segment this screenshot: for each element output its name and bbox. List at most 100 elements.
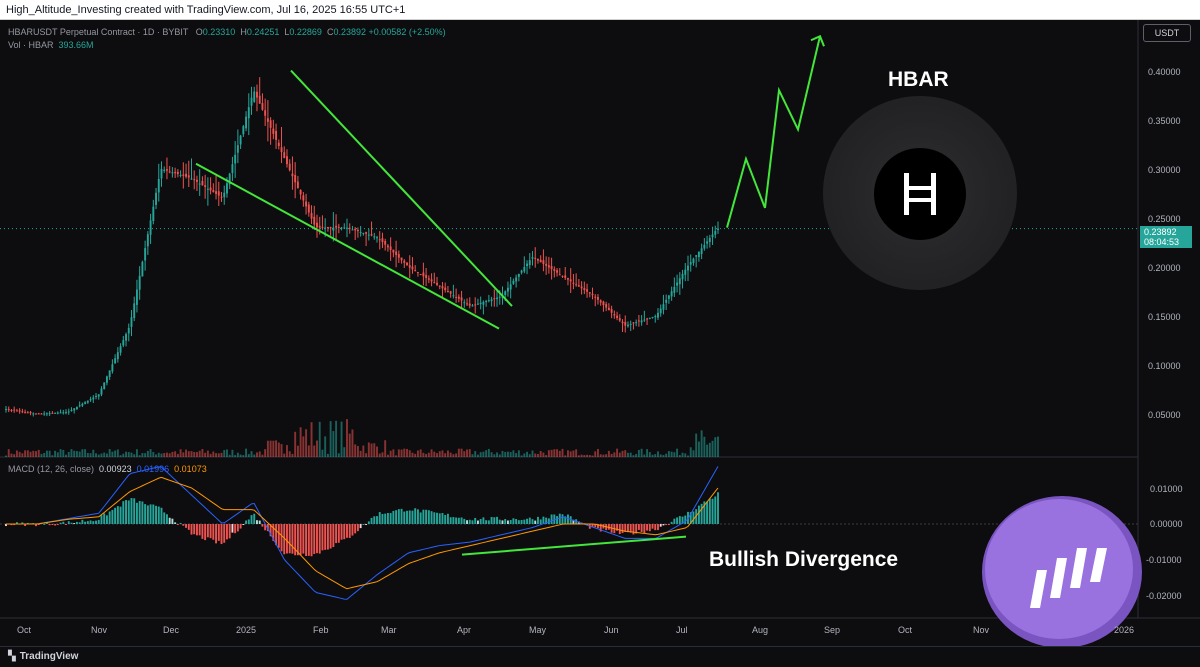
macd-tick-neg0.01: -0.01000 — [1146, 555, 1182, 565]
candle-body — [149, 220, 152, 235]
volume-bar — [602, 454, 605, 457]
candle-body — [163, 169, 166, 171]
volume-bar — [10, 453, 13, 457]
time-tick-oct-2025: Oct — [898, 625, 913, 635]
volume-bar — [231, 449, 234, 457]
macd-histogram-bar — [152, 504, 155, 524]
last-price-value: 0.23892 — [1144, 227, 1177, 237]
volume-bar — [449, 452, 452, 457]
volume-bar — [35, 451, 37, 457]
macd-histogram-bar — [75, 521, 78, 524]
macd-histogram-bar — [416, 509, 419, 524]
candle-body — [457, 296, 460, 299]
macd-histogram-bar — [21, 522, 24, 524]
tradingview-brand[interactable]: ▚ TradingView — [8, 651, 78, 662]
chart-area[interactable]: HBARUSDT Perpetual Contract · 1D · BYBIT… — [0, 20, 1200, 646]
candle-body — [637, 320, 640, 322]
volume-bar — [305, 429, 308, 457]
price-tick-0.10: 0.10000 — [1148, 361, 1181, 371]
macd-histogram-bar — [643, 524, 646, 534]
volume-bar — [247, 454, 250, 457]
candle-body — [542, 260, 545, 265]
macd-histogram-bar — [138, 501, 141, 524]
volume-bar — [646, 449, 649, 457]
volume-bar — [242, 455, 245, 457]
candle-body — [400, 257, 403, 261]
candle-body — [602, 301, 605, 306]
volume-bar — [632, 455, 635, 457]
macd-histogram-bar — [56, 524, 59, 525]
volume-bar — [269, 440, 272, 457]
candle-body — [446, 290, 449, 292]
candle-body — [78, 405, 81, 407]
candle-body — [141, 261, 144, 277]
candle-body — [343, 227, 346, 229]
volume-bar — [591, 455, 594, 457]
currency-selector[interactable]: USDT — [1143, 24, 1191, 42]
macd-histogram-bar — [621, 524, 624, 534]
candle-body — [340, 227, 343, 229]
macd-histogram-bar — [73, 523, 76, 525]
candle-body — [403, 260, 406, 263]
volume-bar — [373, 443, 376, 457]
candle-body — [354, 228, 357, 231]
macd-histogram-bar — [640, 524, 643, 532]
candle-body — [687, 265, 689, 271]
candle-body — [26, 412, 29, 414]
macd-histogram-bar — [125, 500, 127, 524]
candle-body — [351, 229, 354, 231]
volume-bar — [575, 449, 578, 457]
macd-histogram-bar — [703, 501, 706, 524]
volume-bar — [138, 455, 141, 457]
macd-histogram-bar — [307, 524, 310, 556]
macd-histogram-bar — [133, 498, 136, 524]
macd-label: MACD (12, 26, close) — [8, 464, 95, 474]
macd-histogram-bar — [100, 515, 103, 524]
macd-histogram-bar — [430, 511, 433, 524]
volume-bar — [258, 451, 261, 457]
macd-histogram-bar — [144, 504, 147, 524]
candle-body — [329, 227, 332, 229]
volume-bar — [621, 450, 624, 457]
volume-bar — [277, 442, 280, 457]
candle-body — [441, 286, 444, 289]
volume-bar — [689, 447, 692, 457]
volume-bar — [648, 452, 651, 457]
macd-histogram-bar — [269, 524, 272, 537]
macd-histogram-bar — [441, 513, 444, 524]
candle-body — [299, 189, 302, 195]
volume-bar — [337, 453, 340, 457]
volume-bar — [111, 451, 114, 457]
volume-bar — [215, 453, 218, 457]
macd-tick-0: 0.00000 — [1150, 519, 1183, 529]
volume-bar — [564, 455, 567, 457]
candle-body — [474, 304, 477, 306]
volume-bar — [152, 451, 155, 457]
macd-histogram-bar — [122, 501, 125, 524]
volume-bar — [125, 451, 127, 457]
volume-bar — [32, 450, 35, 457]
candle-body — [236, 145, 239, 153]
macd-histogram-bar — [190, 524, 193, 535]
macd-histogram-bar — [697, 505, 700, 524]
volume-bar — [485, 450, 488, 457]
macd-histogram-bar — [310, 524, 313, 557]
macd-histogram-bar — [198, 524, 201, 536]
volume-bar — [105, 453, 108, 457]
candle-body — [294, 175, 297, 183]
volume-bar — [217, 453, 220, 457]
change-value: +0.00582 (+2.50%) — [368, 27, 446, 37]
macd-histogram-bar — [185, 524, 188, 528]
volume-bar — [515, 453, 518, 457]
candle-body — [367, 234, 370, 236]
candle-body — [86, 400, 89, 403]
volume-bar — [75, 451, 78, 457]
candle-body — [291, 173, 294, 177]
candle-body — [48, 413, 51, 415]
volume-bar — [114, 450, 117, 457]
macd-histogram-bar — [531, 519, 534, 524]
time-tick-2026: 2026 — [1114, 625, 1135, 635]
volume-bar — [351, 429, 354, 457]
chart-canvas[interactable] — [0, 20, 1200, 646]
candle-body — [569, 279, 572, 282]
